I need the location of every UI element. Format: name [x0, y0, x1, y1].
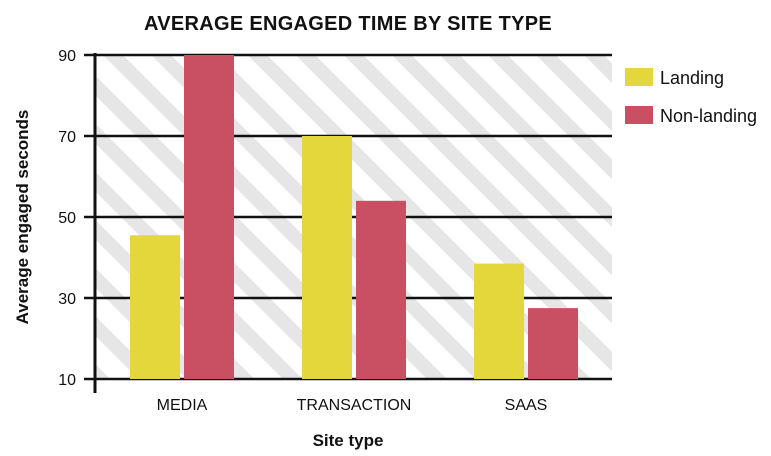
y-tick-labels: 10 30 50 70 90: [58, 48, 76, 389]
legend-label-landing: Landing: [660, 68, 724, 88]
bar-non-landing-transaction: [356, 200, 406, 379]
bar-non-landing-saas: [528, 308, 578, 379]
x-tick-label: TRANSACTION: [297, 397, 412, 414]
x-axis-label: Site type: [313, 431, 384, 450]
y-tick-label: 70: [58, 129, 76, 146]
chart-title: AVERAGE ENGAGED TIME BY SITE TYPE: [144, 13, 552, 35]
x-tick-label: MEDIA: [157, 397, 208, 414]
bar-landing-media: [130, 235, 180, 379]
y-tick-label: 30: [58, 291, 76, 308]
x-tick-label: SAAS: [505, 397, 548, 414]
legend-swatch-landing: [625, 68, 653, 86]
x-tick-labels: MEDIA TRANSACTION SAAS: [157, 397, 548, 414]
y-tick-label: 90: [58, 48, 76, 65]
bar-non-landing-media: [184, 55, 234, 379]
y-axis-label: Average engaged seconds: [13, 110, 32, 325]
bars: [130, 55, 578, 379]
y-tick-label: 50: [58, 210, 76, 227]
legend: Landing Non-landing: [625, 68, 757, 126]
y-tick-label: 10: [58, 372, 76, 389]
legend-label-non-landing: Non-landing: [660, 106, 757, 126]
legend-swatch-non-landing: [625, 106, 653, 124]
bar-landing-saas: [474, 263, 524, 379]
bar-landing-transaction: [302, 136, 352, 379]
